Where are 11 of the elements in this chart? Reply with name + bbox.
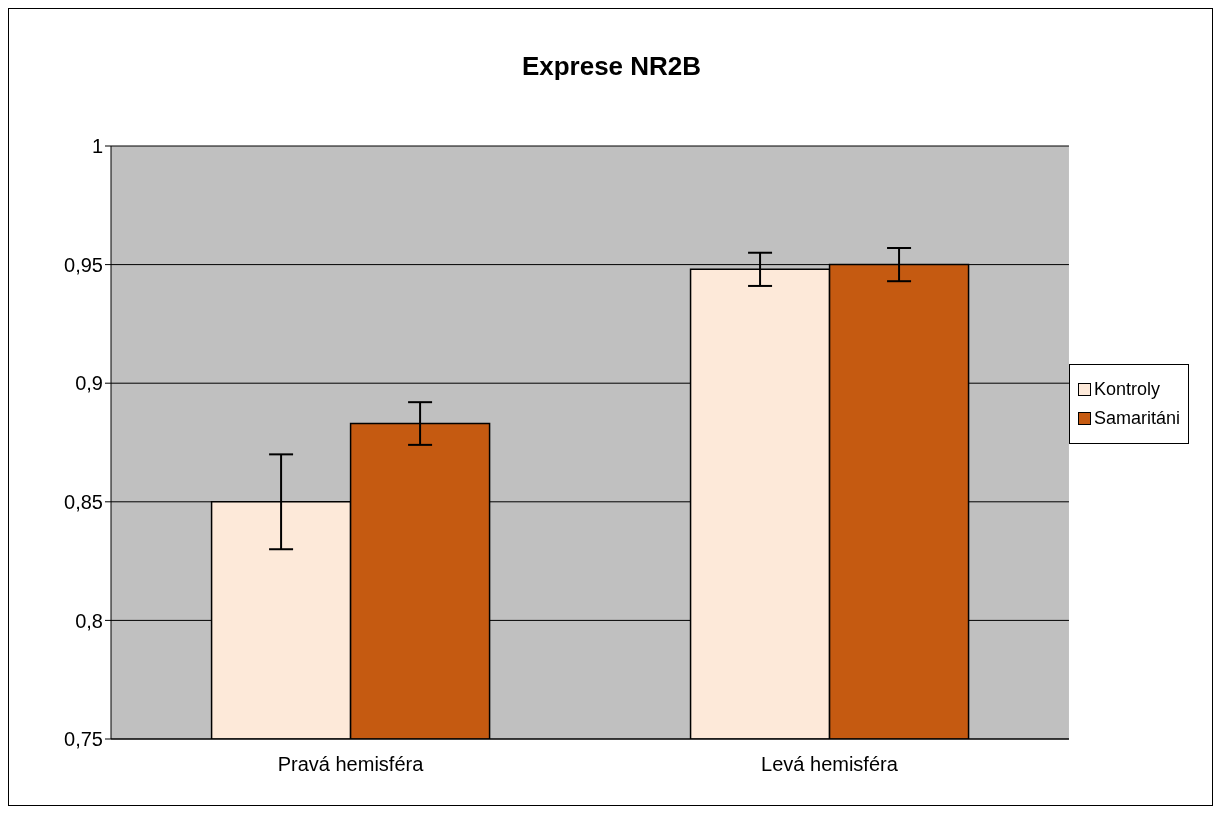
legend-label: Samaritáni — [1093, 408, 1180, 429]
y-tick-label: 0,75 — [64, 728, 103, 751]
y-tick-label: 0,8 — [75, 609, 103, 632]
x-tick-label: Pravá hemisféra — [277, 753, 425, 776]
y-tick-label: 1 — [91, 135, 103, 158]
y-tick-label: 0,85 — [64, 490, 103, 513]
y-tick-label: 0,9 — [75, 372, 103, 395]
y-tick-label: 0,95 — [64, 253, 103, 276]
chart-title: Exprese NR2B — [520, 51, 703, 82]
legend-label: Kontroly — [1093, 379, 1160, 400]
x-tick-label: Levá hemisféra — [761, 753, 899, 776]
